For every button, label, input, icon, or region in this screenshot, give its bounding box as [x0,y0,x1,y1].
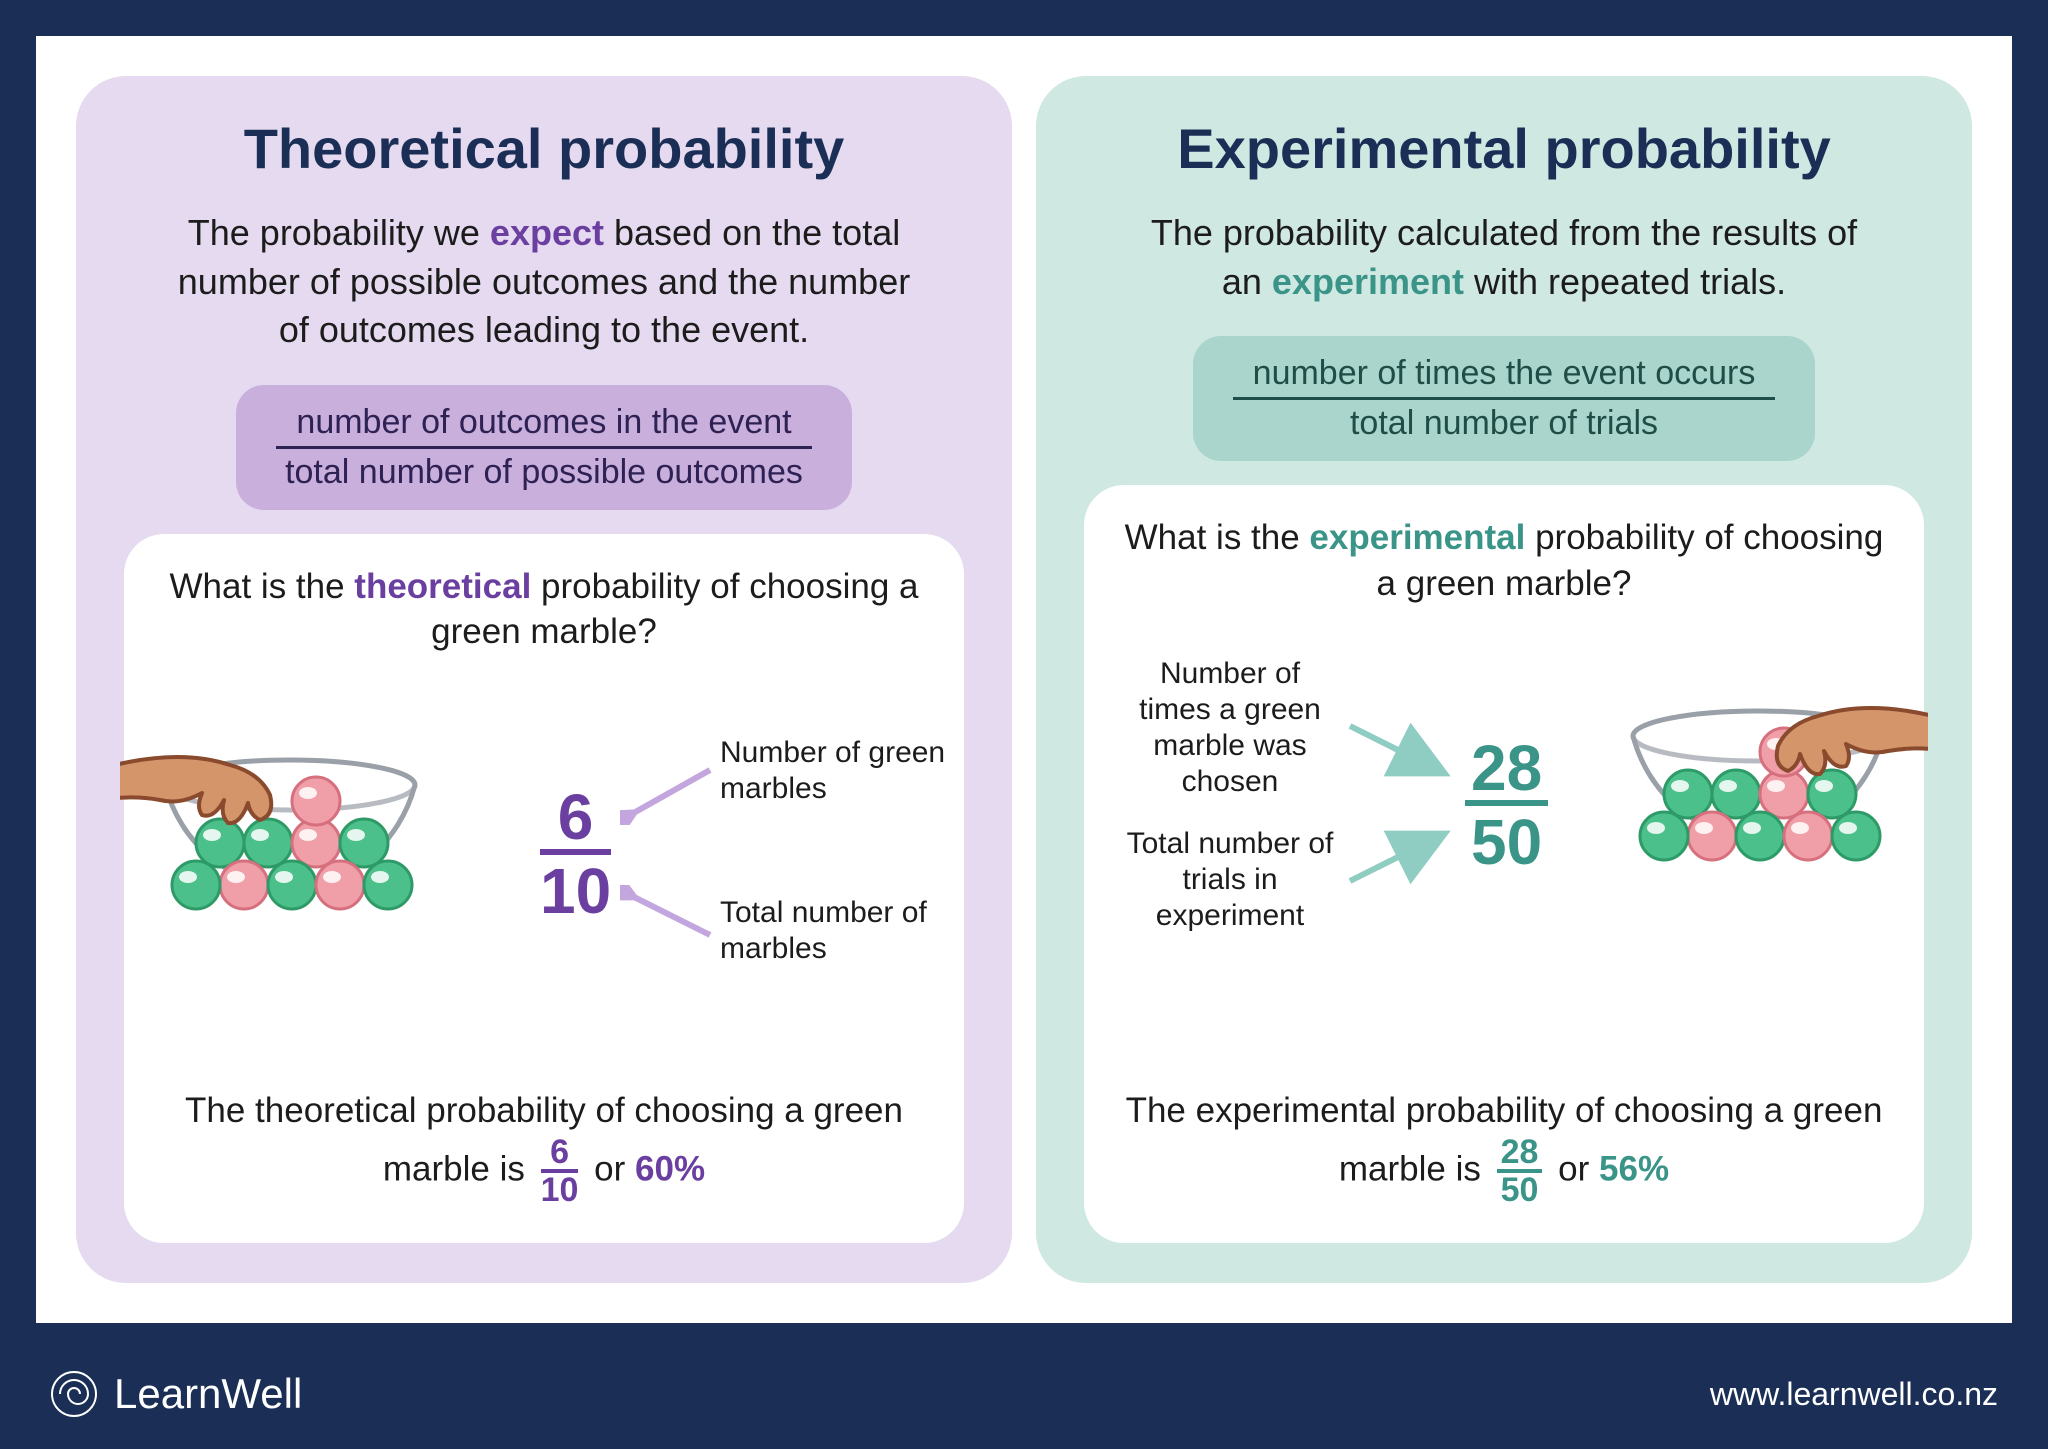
label-times-chosen: Number of times a green marble was chose… [1120,656,1340,800]
theoretical-card: Theoretical probability The probability … [76,76,1012,1283]
experimental-card: Experimental probability The probability… [1036,76,1972,1283]
theoretical-question: What is the theoretical probability of c… [160,564,928,655]
theoretical-fraction: 6 10 [540,785,611,923]
theoretical-formula: number of outcomes in the event total nu… [236,385,851,510]
experimental-answer: The experimental probability of choosing… [1120,1086,1888,1207]
experimental-fraction: 28 50 [1465,736,1548,874]
arrow-teal-top-icon [1345,716,1455,786]
theoretical-desc: The probability we expect based on the t… [169,209,919,355]
label-total-trials: Total number of trials in experiment [1120,826,1340,934]
arrow-purple-bot-icon [620,885,720,945]
bowl-left-icon [120,695,480,995]
footer-url: www.learnwell.co.nz [1710,1376,1998,1413]
footer: LearnWell www.learnwell.co.nz [0,1359,2048,1449]
experimental-title: Experimental probability [1177,116,1831,181]
arrow-purple-top-icon [620,765,720,825]
label-total-marbles: Total number of marbles [720,895,970,967]
theoretical-title: Theoretical probability [244,116,845,181]
experimental-desc: The probability calculated from the resu… [1129,209,1879,306]
theoretical-diagram: 6 10 Number of green marbles Total numbe… [160,675,928,1076]
bowl-right-icon [1568,646,1928,946]
experimental-formula: number of times the event occurs total n… [1193,336,1816,461]
theoretical-example: What is the theoretical probability of c… [124,534,964,1243]
experimental-example: What is the experimental probability of … [1084,485,1924,1243]
brand-name: LearnWell [114,1370,302,1418]
label-green-marbles: Number of green marbles [720,735,970,807]
brand-logo: LearnWell [50,1370,302,1418]
content-area: Theoretical probability The probability … [36,36,2012,1323]
arrow-teal-bot-icon [1345,826,1455,896]
spiral-icon [50,1370,98,1418]
theoretical-answer: The theoretical probability of choosing … [160,1086,928,1207]
experimental-question: What is the experimental probability of … [1120,515,1888,606]
experimental-diagram: Number of times a green marble was chose… [1120,626,1888,1076]
